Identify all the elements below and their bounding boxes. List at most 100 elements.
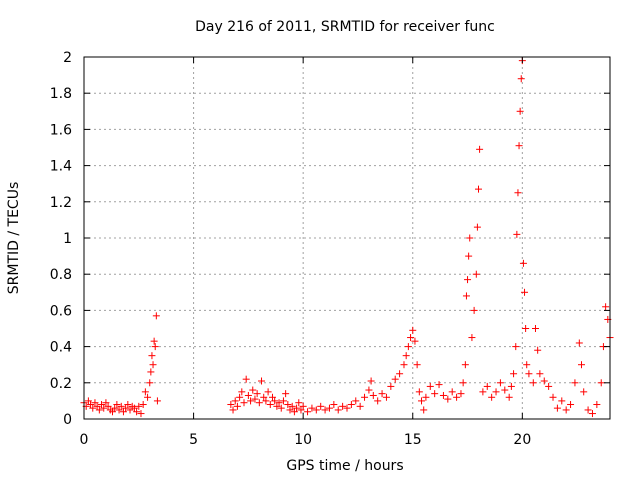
data-point	[534, 346, 542, 354]
data-point	[260, 393, 268, 401]
data-point	[334, 406, 342, 414]
data-point	[347, 401, 355, 409]
data-point	[279, 397, 287, 405]
y-tick-label: 0.6	[50, 303, 72, 319]
data-point	[435, 381, 443, 389]
data-point	[507, 382, 515, 390]
data-point	[512, 343, 520, 351]
data-point	[439, 391, 447, 399]
data-point	[465, 252, 473, 260]
y-tick-label: 2	[63, 50, 72, 66]
data-point	[264, 388, 272, 396]
data-point	[113, 401, 121, 409]
data-point	[367, 377, 375, 385]
data-point	[516, 107, 524, 115]
data-point	[253, 390, 261, 398]
data-point	[407, 334, 415, 342]
data-point	[133, 408, 141, 416]
data-point	[513, 230, 521, 238]
data-point	[505, 393, 513, 401]
data-point	[558, 397, 566, 405]
data-point	[150, 337, 158, 345]
data-point	[483, 382, 491, 390]
data-points	[80, 57, 614, 418]
data-point	[126, 406, 134, 414]
data-point	[148, 352, 156, 360]
data-point	[396, 370, 404, 378]
data-point	[102, 399, 110, 407]
x-tick-label: 15	[404, 432, 422, 448]
data-point	[514, 189, 522, 197]
data-point	[462, 292, 470, 300]
data-point	[588, 410, 596, 418]
data-point	[266, 401, 274, 409]
y-tick-label: 0.4	[50, 340, 72, 356]
data-point	[420, 406, 428, 414]
data-point	[409, 326, 417, 334]
data-point	[365, 386, 373, 394]
data-point	[411, 337, 419, 345]
data-point	[117, 402, 125, 410]
data-point	[147, 368, 155, 376]
data-point	[87, 401, 95, 409]
plot-frame	[83, 56, 611, 420]
data-point	[115, 406, 123, 414]
data-point	[448, 388, 456, 396]
data-point	[496, 379, 504, 387]
data-point	[231, 397, 239, 405]
data-point	[501, 386, 509, 394]
data-point	[258, 377, 266, 385]
data-point	[356, 402, 364, 410]
data-point	[545, 382, 553, 390]
data-point	[510, 370, 518, 378]
data-point	[459, 379, 467, 387]
data-point	[227, 401, 235, 409]
data-point	[431, 390, 439, 398]
data-point	[108, 408, 116, 416]
y-tick-label: 1.2	[50, 195, 72, 211]
data-point	[602, 303, 610, 311]
data-point	[476, 145, 484, 153]
data-point	[271, 397, 279, 405]
x-tick-label: 10	[294, 432, 312, 448]
data-point	[457, 390, 465, 398]
data-point	[153, 397, 161, 405]
y-tick-label: 0.2	[50, 376, 72, 392]
data-point	[233, 402, 241, 410]
data-point	[286, 406, 294, 414]
data-point	[523, 361, 531, 369]
data-point	[93, 402, 101, 410]
data-point	[295, 399, 303, 407]
data-point	[580, 388, 588, 396]
data-point	[515, 142, 523, 150]
data-point	[262, 397, 270, 405]
data-point	[464, 276, 472, 284]
data-point	[321, 406, 329, 414]
data-point	[479, 388, 487, 396]
y-tick-label: 1.4	[50, 159, 72, 175]
data-point	[475, 185, 482, 193]
x-tick-label: 5	[189, 432, 198, 448]
data-point	[470, 306, 478, 314]
data-point	[151, 343, 159, 351]
x-tick-label: 0	[80, 432, 89, 448]
data-point	[247, 397, 255, 405]
data-point	[521, 288, 529, 296]
data-point	[374, 397, 382, 405]
data-point	[119, 408, 127, 416]
data-point	[352, 397, 360, 405]
data-point	[255, 399, 263, 407]
data-point	[571, 379, 579, 387]
data-point	[387, 382, 395, 390]
data-point	[517, 75, 525, 83]
data-point	[242, 375, 250, 383]
y-tick-label: 0.8	[50, 267, 72, 283]
data-point	[84, 397, 92, 405]
data-point	[95, 406, 103, 414]
data-point	[472, 270, 480, 278]
data-point	[268, 393, 276, 401]
data-point	[343, 404, 351, 412]
data-point	[290, 408, 298, 416]
data-point	[549, 393, 557, 401]
